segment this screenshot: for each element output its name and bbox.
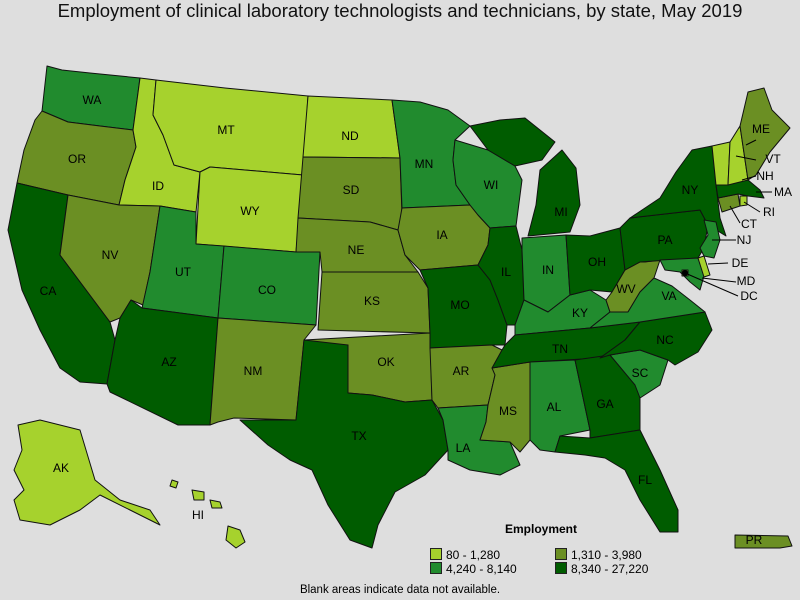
state-label-CT: CT: [741, 217, 758, 231]
state-label-SD: SD: [343, 183, 360, 197]
state-label-LA: LA: [456, 441, 471, 455]
state-label-HI: HI: [192, 508, 204, 522]
legend-item: 8,340 - 27,220: [555, 562, 648, 575]
state-TX[interactable]: [239, 339, 449, 549]
state-label-NJ: NJ: [737, 233, 752, 247]
state-AK[interactable]: [13, 419, 161, 526]
state-label-KY: KY: [572, 306, 588, 320]
state-label-KS: KS: [364, 294, 380, 308]
state-label-MD: MD: [737, 274, 756, 288]
state-label-DE: DE: [732, 256, 749, 270]
state-label-NC: NC: [656, 333, 674, 347]
legend-label: 1,310 - 3,980: [571, 548, 642, 562]
state-label-SC: SC: [632, 366, 649, 380]
state-DE[interactable]: [697, 255, 711, 278]
state-label-WY: WY: [240, 204, 259, 218]
state-label-CA: CA: [40, 284, 57, 298]
state-label-GA: GA: [596, 397, 613, 411]
state-NM[interactable]: [209, 317, 317, 426]
legend-label: 80 - 1,280: [446, 548, 501, 562]
state-label-ID: ID: [152, 179, 164, 193]
state-NC[interactable]: [599, 311, 713, 366]
state-label-MS: MS: [499, 404, 517, 418]
state-label-WI: WI: [484, 178, 499, 192]
state-MI[interactable]: [469, 117, 581, 237]
state-label-UT: UT: [175, 265, 192, 279]
state-label-MI: MI: [554, 205, 567, 219]
state-ME[interactable]: [739, 87, 791, 181]
state-label-WV: WV: [616, 282, 635, 296]
state-label-AZ: AZ: [161, 355, 176, 369]
state-label-MT: MT: [217, 123, 235, 137]
state-VA[interactable]: [589, 277, 706, 329]
legend-item: 1,310 - 3,980: [555, 548, 642, 561]
state-FL[interactable]: [554, 429, 679, 533]
legend-item: 80 - 1,280: [430, 548, 500, 561]
state-label-PA: PA: [657, 233, 672, 247]
legend-swatch: [430, 562, 442, 574]
legend-label: 8,340 - 27,220: [571, 562, 649, 576]
state-label-ND: ND: [341, 129, 359, 143]
state-labels: WA OR CA ID NV MT WY UT AZ CO NM ND SD N…: [40, 93, 792, 547]
state-label-NH: NH: [756, 169, 773, 183]
state-label-NM: NM: [244, 364, 263, 378]
state-label-OH: OH: [588, 255, 606, 269]
legend-swatch: [430, 548, 442, 560]
state-label-CO: CO: [258, 283, 276, 297]
state-HI[interactable]: [169, 479, 246, 549]
state-label-TN: TN: [552, 342, 568, 356]
state-label-TX: TX: [351, 429, 366, 443]
state-label-IL: IL: [501, 265, 511, 279]
state-label-OK: OK: [377, 355, 394, 369]
data-note: Blank areas indicate data not available.: [299, 584, 501, 596]
state-label-RI: RI: [763, 205, 775, 219]
state-ND[interactable]: [302, 95, 401, 159]
state-label-MN: MN: [415, 157, 434, 171]
state-CO[interactable]: [217, 245, 321, 326]
state-label-MO: MO: [450, 298, 469, 312]
state-NJ[interactable]: [699, 219, 721, 259]
state-label-PR: PR: [746, 533, 763, 547]
state-label-IN: IN: [542, 263, 554, 277]
label-leader-lines: [684, 139, 772, 297]
state-label-AL: AL: [547, 400, 562, 414]
state-label-VT: VT: [765, 152, 781, 166]
legend-title: Employment: [505, 522, 578, 536]
legend-swatch: [555, 562, 567, 574]
state-label-NE: NE: [348, 243, 365, 257]
state-PR[interactable]: [734, 534, 793, 549]
map-title: Employment of clinical laboratory techno…: [57, 0, 743, 21]
state-label-NY: NY: [682, 183, 699, 197]
legend-swatch: [555, 548, 567, 560]
state-label-ME: ME: [752, 122, 770, 136]
state-label-AR: AR: [453, 364, 470, 378]
legend-label: 4,240 - 8,140: [446, 562, 517, 576]
state-RI[interactable]: [739, 195, 748, 207]
state-label-NV: NV: [102, 248, 119, 262]
legend-item: 4,240 - 8,140: [430, 562, 517, 575]
state-label-MA: MA: [774, 185, 792, 199]
state-IL[interactable]: [477, 225, 525, 326]
state-label-OR: OR: [68, 152, 86, 166]
state-label-FL: FL: [638, 473, 652, 487]
state-label-WA: WA: [83, 93, 102, 107]
state-NV[interactable]: [59, 194, 161, 323]
dc-marker: [682, 270, 688, 276]
state-label-DC: DC: [740, 289, 758, 303]
state-label-VA: VA: [661, 289, 676, 303]
state-label-AK: AK: [53, 461, 69, 475]
state-label-IA: IA: [436, 228, 447, 242]
